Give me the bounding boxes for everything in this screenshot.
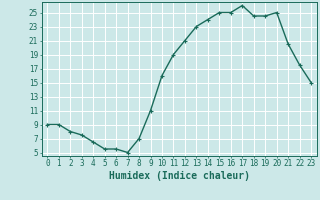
X-axis label: Humidex (Indice chaleur): Humidex (Indice chaleur) — [109, 171, 250, 181]
